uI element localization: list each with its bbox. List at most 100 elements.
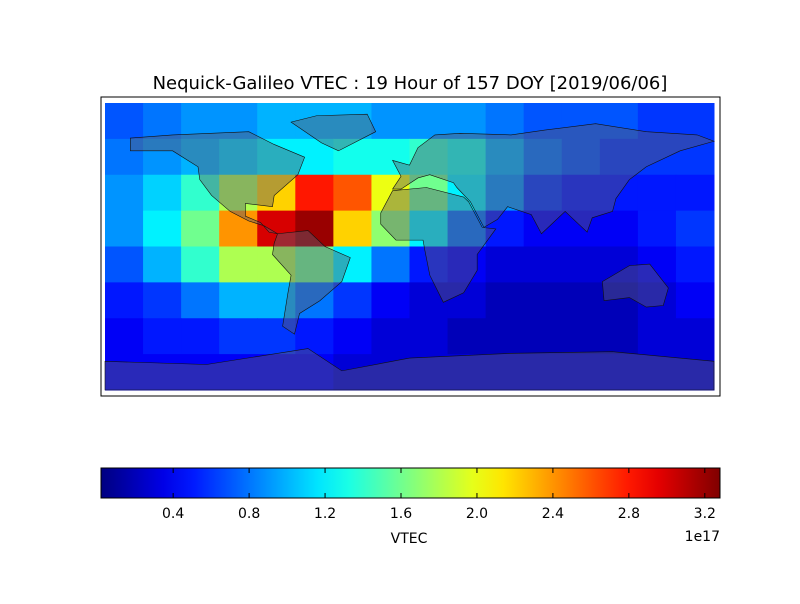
cell <box>561 174 601 212</box>
cell <box>523 138 563 176</box>
cell <box>105 138 144 176</box>
cell <box>371 246 410 283</box>
cell <box>295 103 334 140</box>
cell <box>561 282 601 319</box>
colorbar-label: VTEC <box>391 531 428 547</box>
cell <box>675 318 715 355</box>
colorbar-tick-label: 2.4 <box>542 506 564 522</box>
colorbar-tick-label: 1.6 <box>390 506 412 522</box>
landmass <box>602 263 669 308</box>
cell <box>409 103 449 140</box>
colorbar-tick-label: 2.8 <box>618 506 640 522</box>
colorbar-tick-label: 2.0 <box>466 506 488 522</box>
landmass <box>272 230 351 335</box>
cell <box>447 246 487 283</box>
cell <box>561 246 601 283</box>
cell <box>105 354 144 391</box>
cell <box>181 318 220 355</box>
cell <box>219 138 258 176</box>
cell <box>219 210 258 247</box>
cell <box>257 174 296 212</box>
cell <box>447 318 487 355</box>
cell <box>637 174 677 212</box>
cell <box>409 282 449 319</box>
cell <box>143 282 182 319</box>
cell <box>371 103 410 140</box>
cell <box>523 246 563 283</box>
landmass <box>391 123 715 235</box>
cell <box>143 174 182 212</box>
cell <box>599 354 639 391</box>
cell <box>333 210 372 247</box>
cell <box>409 174 449 212</box>
cell <box>447 138 487 176</box>
cell <box>143 210 182 247</box>
cell <box>485 354 525 391</box>
cell <box>523 318 563 355</box>
colorbar <box>100 467 721 499</box>
cell <box>599 318 639 355</box>
cell <box>295 318 334 355</box>
cell <box>105 246 144 283</box>
cell <box>371 174 410 212</box>
cell <box>637 210 677 247</box>
cell <box>181 246 220 283</box>
cell <box>219 354 258 391</box>
cell <box>333 246 372 283</box>
cell <box>675 174 715 212</box>
cell <box>219 282 258 319</box>
cell <box>409 246 449 283</box>
cell <box>637 318 677 355</box>
cell <box>143 354 182 391</box>
cell <box>447 282 487 319</box>
cell <box>219 246 258 283</box>
cell <box>181 210 220 247</box>
cell <box>523 103 563 140</box>
cell <box>599 210 639 247</box>
cell <box>295 174 334 212</box>
cell <box>371 138 410 176</box>
cell <box>447 174 487 212</box>
cell <box>295 138 334 176</box>
cell <box>561 210 601 247</box>
cell <box>485 174 525 212</box>
heatmap <box>105 103 715 391</box>
cell <box>143 138 182 176</box>
cell <box>637 282 677 319</box>
cell <box>219 103 258 140</box>
cell <box>675 210 715 247</box>
cell <box>599 246 639 283</box>
cell <box>333 174 372 212</box>
cell <box>257 210 296 247</box>
cell <box>485 103 525 140</box>
cell <box>447 210 487 247</box>
colorbar-offset: 1e17 <box>685 529 720 545</box>
colorbar-tick-label: 0.8 <box>238 506 260 522</box>
cell <box>409 210 449 247</box>
colorbar-axis: 0.4 0.8 1.2 1.6 2.0 2.4 2.8 3.2 <box>162 468 716 522</box>
cell <box>257 138 296 176</box>
cell <box>105 210 144 247</box>
cell <box>333 318 372 355</box>
cell <box>409 138 449 176</box>
cell <box>485 246 525 283</box>
cell <box>485 318 525 355</box>
cell <box>561 138 601 176</box>
cell <box>295 282 334 319</box>
cell <box>181 138 220 176</box>
cell <box>257 354 296 391</box>
cell <box>371 282 410 319</box>
cell <box>523 354 563 391</box>
cell <box>105 103 144 140</box>
cell <box>371 318 410 355</box>
cell <box>561 354 601 391</box>
cell <box>523 174 563 212</box>
landmass <box>104 348 715 391</box>
colorbar-tick-label: 1.2 <box>314 506 336 522</box>
cell <box>409 354 449 391</box>
landmass <box>290 113 377 152</box>
cell <box>105 174 144 212</box>
cell <box>523 282 563 319</box>
cell <box>675 354 715 391</box>
